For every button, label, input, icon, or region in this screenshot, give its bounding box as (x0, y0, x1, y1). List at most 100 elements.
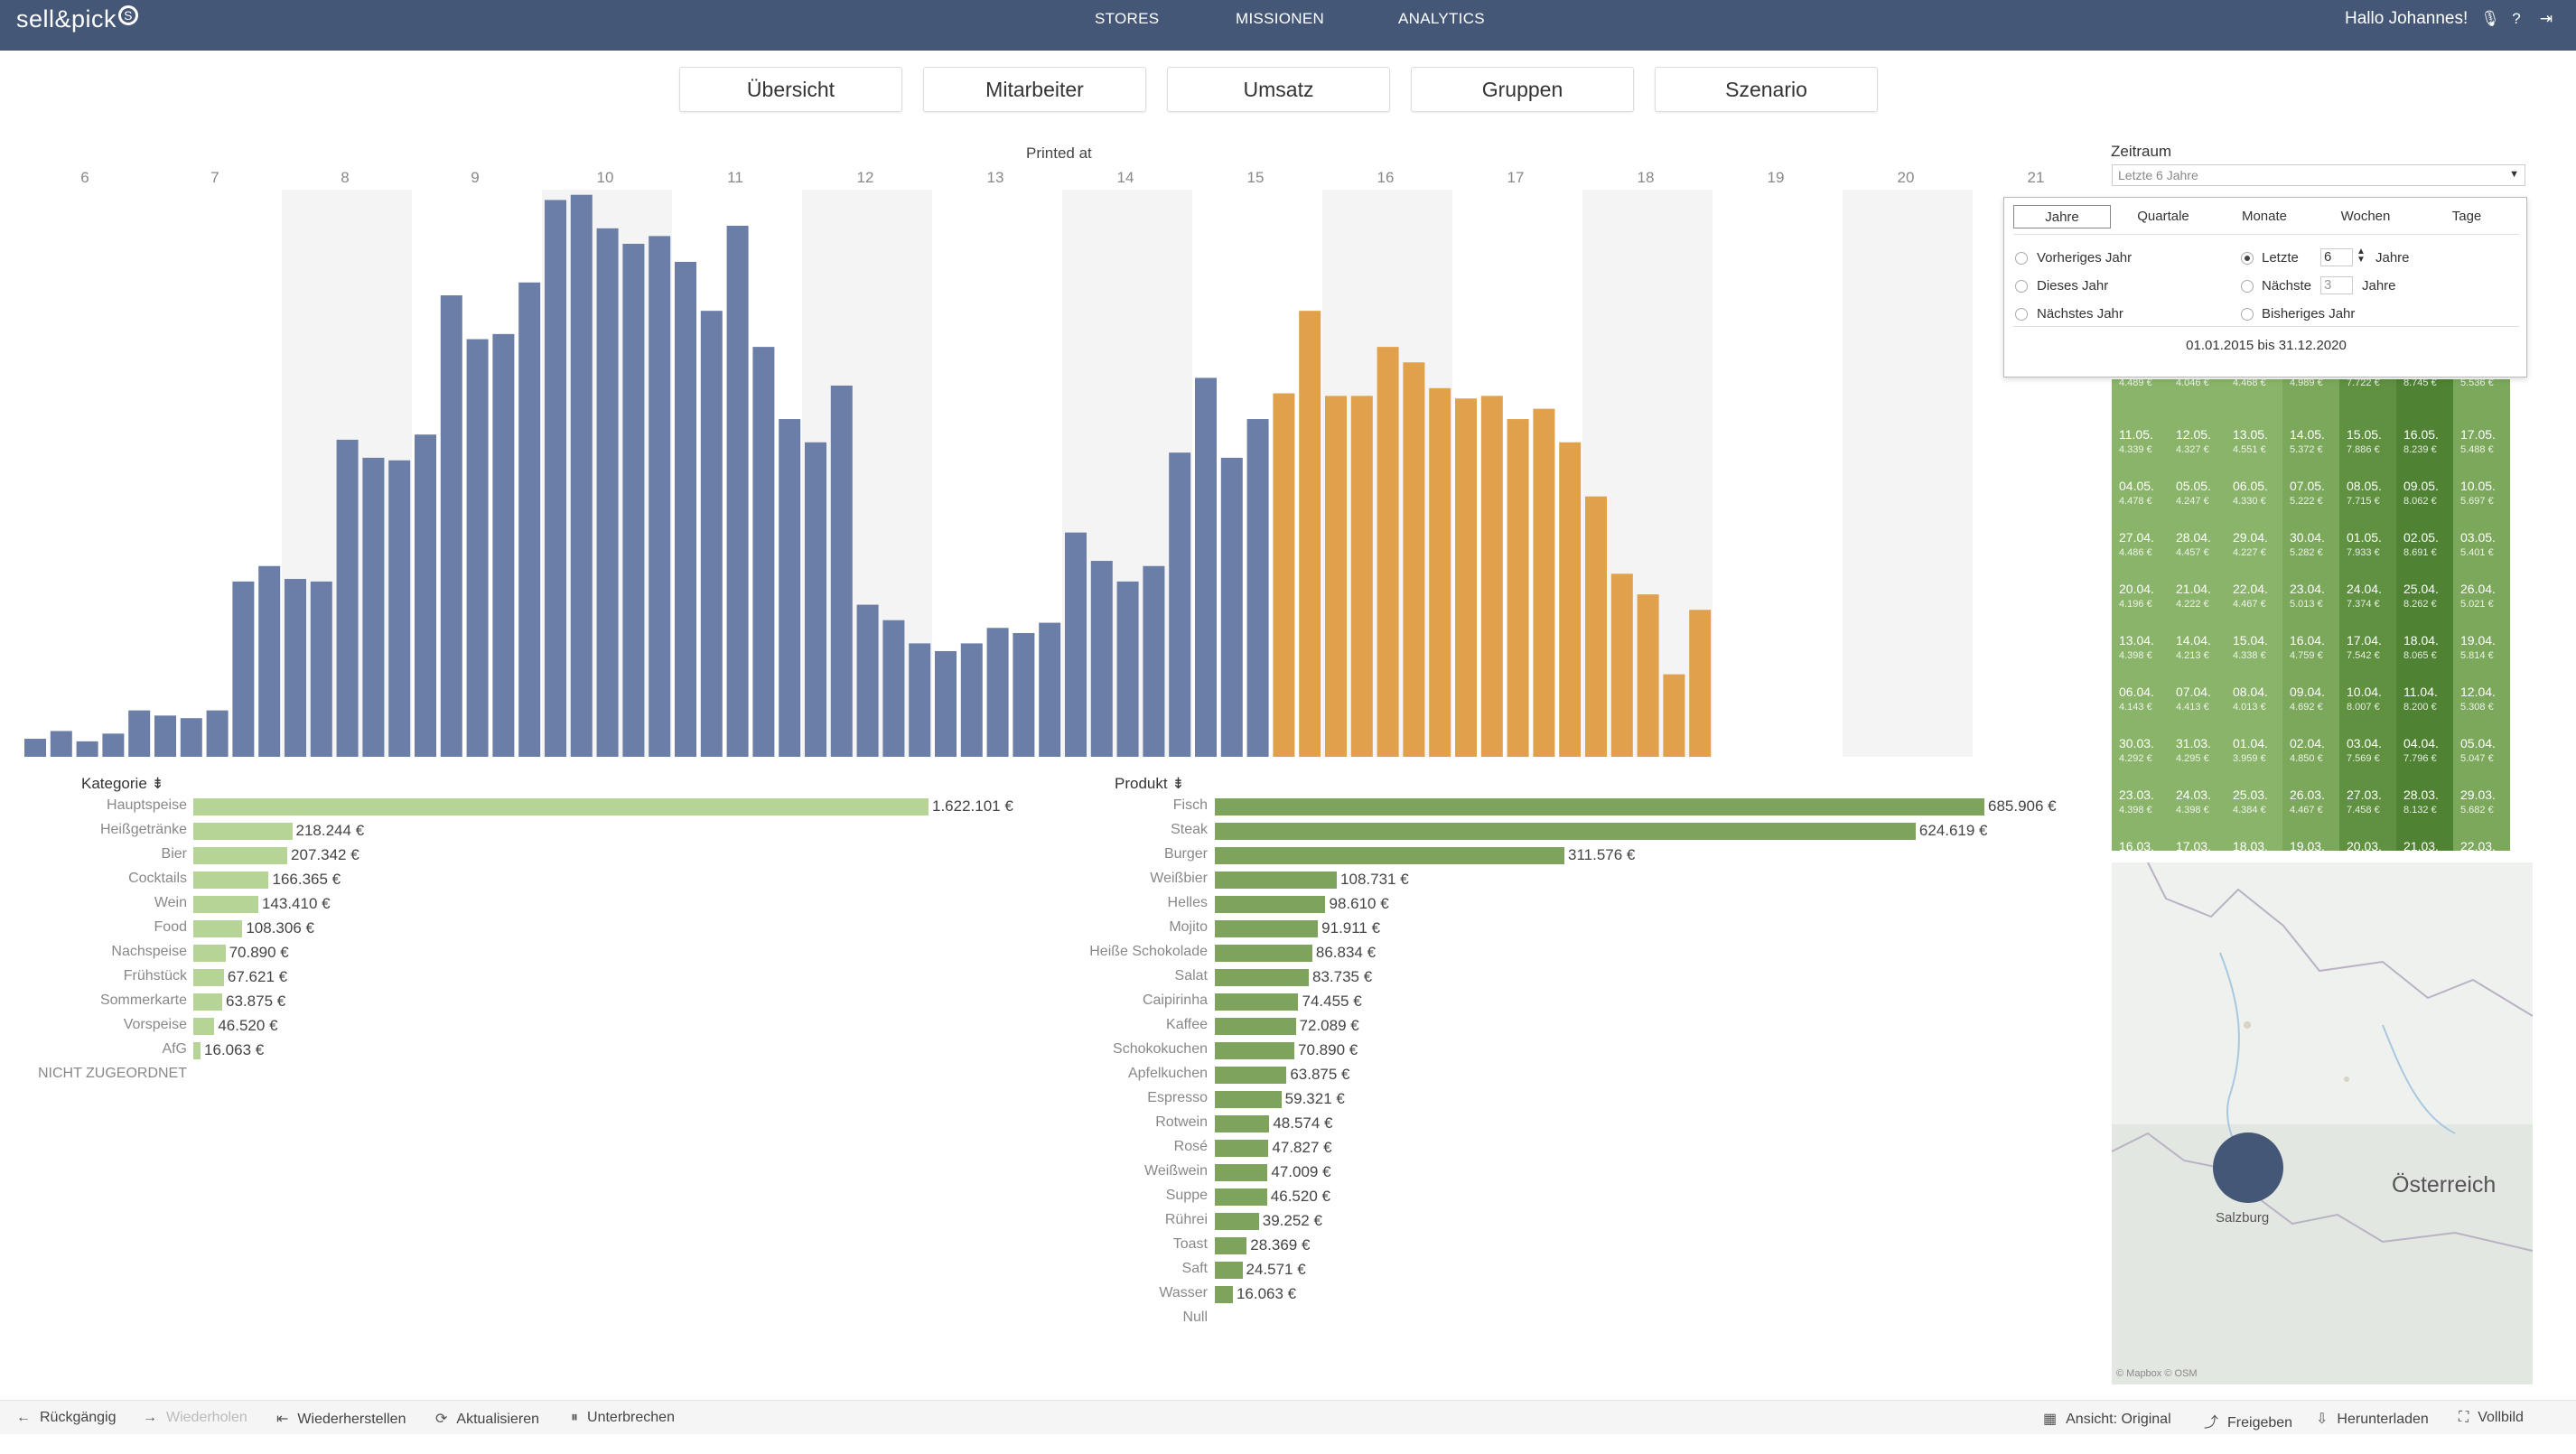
bar[interactable] (1215, 1164, 1268, 1181)
bar[interactable] (1215, 847, 1565, 864)
heatmap-cell[interactable]: 25.03. 4.384 € (2226, 784, 2282, 835)
hour-bar[interactable] (1039, 622, 1061, 757)
hour-bar[interactable] (1246, 419, 1269, 757)
heatmap-cell[interactable]: 28.03. 8.132 € (2396, 784, 2453, 835)
bar[interactable] (1215, 1188, 1267, 1206)
hour-bar[interactable] (102, 733, 125, 757)
bar[interactable] (193, 847, 288, 864)
redo-button[interactable]: → Wiederholen (143, 1410, 247, 1425)
hour-bar[interactable] (1299, 311, 1321, 757)
hour-bar[interactable] (492, 333, 515, 757)
heatmap-cell[interactable]: 24.04. 7.374 € (2339, 578, 2396, 629)
hour-bar[interactable] (596, 228, 619, 757)
bar[interactable] (1215, 871, 1338, 889)
salzburg-marker[interactable] (2213, 1132, 2283, 1203)
radio-letzte[interactable] (2241, 252, 2254, 265)
heatmap-cell[interactable]: 16.03. (2112, 835, 2169, 851)
hour-bar[interactable] (1220, 457, 1243, 757)
heatmap-cell[interactable]: 19.04. 5.814 € (2453, 629, 2510, 681)
hour-bar[interactable] (726, 225, 749, 758)
hour-bar[interactable] (1663, 674, 1685, 757)
hour-bar[interactable] (1429, 387, 1451, 757)
hour-bar[interactable] (285, 579, 306, 757)
heatmap-cell[interactable]: 4.468 € (2226, 379, 2282, 424)
download-button[interactable]: ⇩ Herunterladen (2316, 1412, 2429, 1427)
hour-bar[interactable] (336, 439, 359, 757)
bar[interactable] (1215, 1115, 1270, 1132)
heatmap-cell[interactable]: 05.04. 5.047 € (2453, 732, 2510, 784)
hour-bar[interactable] (1013, 632, 1035, 757)
heatmap-cell[interactable]: 21.04. 4.222 € (2169, 578, 2226, 629)
hour-bar[interactable] (805, 442, 826, 757)
heatmap-cell[interactable]: 07.04. 4.413 € (2169, 681, 2226, 732)
hour-bar[interactable] (779, 419, 801, 757)
produkt-title[interactable]: Produkt ⇟ (1115, 775, 1185, 792)
heatmap-cell[interactable]: 02.04. 4.850 € (2282, 732, 2339, 784)
heatmap-cell[interactable]: 24.03. 4.398 € (2169, 784, 2226, 835)
bar[interactable] (1215, 1067, 1287, 1084)
heatmap-cell[interactable]: 7.722 € (2339, 379, 2396, 424)
chevron-down-icon[interactable]: ▼ (2509, 169, 2519, 180)
hour-bar[interactable] (1195, 377, 1217, 757)
hour-bar[interactable] (856, 604, 879, 757)
radio-dieses-jahr[interactable] (2015, 280, 2028, 293)
heatmap-cell[interactable]: 01.04. 3.959 € (2226, 732, 2282, 784)
heatmap-cell[interactable]: 4.489 € (2112, 379, 2169, 424)
heatmap-cell[interactable]: 17.05. 5.488 € (2453, 424, 2510, 475)
hour-bar[interactable] (206, 710, 229, 757)
ptab-quartale[interactable]: Quartale (2137, 209, 2189, 224)
bar[interactable] (193, 1042, 201, 1059)
sort-icon[interactable]: ⇟ (1171, 775, 1185, 792)
kategorie-title[interactable]: Kategorie ⇟ (81, 775, 164, 792)
map-panel[interactable] (2112, 862, 2533, 1384)
hour-bar[interactable] (1455, 398, 1477, 757)
heatmap-cell[interactable]: 03.05. 5.401 € (2453, 527, 2510, 578)
bar[interactable] (1215, 1140, 1269, 1157)
letzte-number-input[interactable]: 6 (2320, 248, 2353, 266)
bar[interactable] (193, 798, 929, 816)
heatmap-cell[interactable]: 22.03. (2453, 835, 2510, 851)
view-original-button[interactable]: ▦ Ansicht: Original (2043, 1412, 2171, 1427)
heatmap-cell[interactable]: 16.05. 8.239 € (2396, 424, 2453, 475)
hour-bar[interactable] (649, 236, 671, 757)
radio-naechstes-jahr[interactable] (2015, 308, 2028, 321)
heatmap-cell[interactable]: 23.03. 4.398 € (2112, 784, 2169, 835)
naechste-number-input[interactable]: 3 (2320, 276, 2353, 294)
hour-bar[interactable] (1559, 442, 1582, 757)
hour-bar[interactable] (675, 261, 696, 758)
heatmap-cell[interactable]: 08.04. 4.013 € (2226, 681, 2282, 732)
nav-analytics[interactable]: ANALYTICS (1398, 10, 1485, 27)
nav-missionen[interactable]: MISSIONEN (1236, 10, 1325, 27)
hour-bar[interactable] (1090, 561, 1113, 757)
hour-bar[interactable] (415, 434, 436, 757)
heatmap-cell[interactable]: 31.03. 4.295 € (2169, 732, 2226, 784)
bar[interactable] (1215, 823, 1916, 840)
heatmap-cell[interactable]: 13.04. 4.398 € (2112, 629, 2169, 681)
radio-bisheriges-jahr[interactable] (2241, 308, 2254, 321)
hour-bar[interactable] (1585, 496, 1607, 757)
heatmap-cell[interactable]: 02.05. 8.691 € (2396, 527, 2453, 578)
fullscreen-button[interactable]: ⛶ Vollbild (2459, 1410, 2524, 1425)
heatmap-cell[interactable]: 15.04. 4.338 € (2226, 629, 2282, 681)
hour-bar[interactable] (258, 565, 281, 757)
hour-bar[interactable] (986, 628, 1009, 757)
bar[interactable] (193, 823, 293, 840)
heatmap-cell[interactable]: 30.04. 5.282 € (2282, 527, 2339, 578)
heatmap-cell[interactable]: 27.04. 4.486 € (2112, 527, 2169, 578)
ptab-wochen[interactable]: Wochen (2340, 209, 2391, 224)
bar[interactable] (1215, 896, 1326, 913)
hour-bar[interactable] (388, 460, 411, 757)
hour-bar[interactable] (232, 581, 255, 757)
hour-bar[interactable] (1533, 408, 1555, 757)
bar[interactable] (1215, 969, 1309, 986)
heatmap-cell[interactable]: 27.03. 7.458 € (2339, 784, 2396, 835)
hour-bar[interactable] (545, 200, 566, 757)
hour-bar[interactable] (570, 194, 593, 757)
hour-bar[interactable] (935, 650, 957, 757)
hour-bar[interactable] (154, 715, 176, 757)
tab-szenario[interactable]: Szenario (1655, 67, 1878, 112)
bar[interactable] (1215, 993, 1299, 1011)
bar[interactable] (1215, 798, 1984, 816)
heatmap-cell[interactable]: 11.05. 4.339 € (2112, 424, 2169, 475)
heatmap-cell[interactable]: 12.05. 4.327 € (2169, 424, 2226, 475)
